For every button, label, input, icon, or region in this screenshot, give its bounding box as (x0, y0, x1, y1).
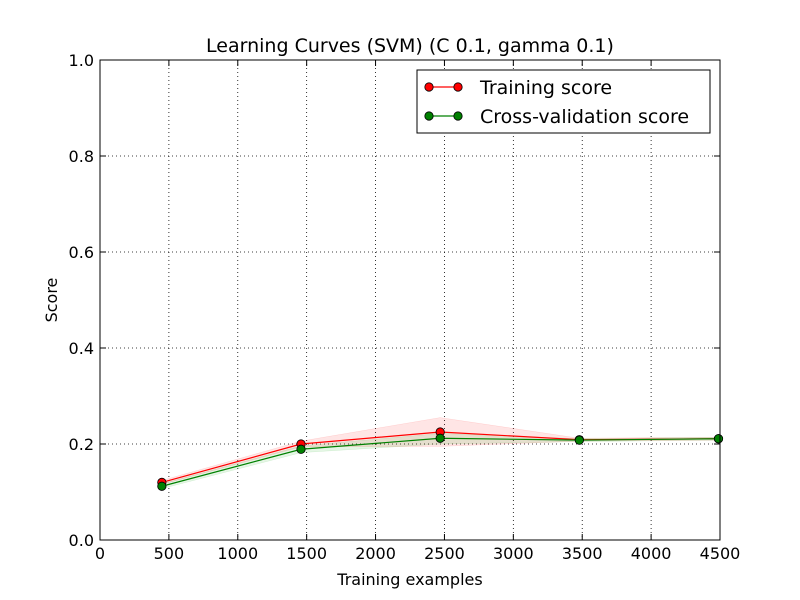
y-tick-label: 0.2 (69, 435, 94, 454)
point-series-1 (714, 435, 722, 443)
chart-title: Learning Curves (SVM) (C 0.1, gamma 0.1) (206, 35, 614, 57)
y-tick-label: 1.0 (69, 51, 94, 70)
legend-marker-1 (454, 112, 462, 120)
legend-label-0: Training score (479, 77, 612, 99)
legend: Training score Cross-validation score (417, 70, 710, 133)
y-tick-label: 0.8 (69, 147, 94, 166)
x-tick-label: 2500 (424, 544, 465, 563)
y-axis-label: Score (42, 278, 61, 323)
legend-marker-0 (454, 83, 462, 91)
x-axis-label: Training examples (336, 570, 482, 589)
x-tick-label: 2000 (355, 544, 396, 563)
legend-marker-1 (425, 112, 433, 120)
x-tick-label: 0 (95, 544, 105, 563)
point-series-1 (436, 434, 444, 442)
legend-label-1: Cross-validation score (480, 106, 689, 128)
y-tick-label: 0.0 (69, 531, 94, 550)
legend-marker-0 (425, 83, 433, 91)
y-tick-label: 0.6 (69, 243, 94, 262)
x-tick-label: 4500 (700, 544, 741, 563)
x-tick-label: 3000 (493, 544, 534, 563)
x-tick-label: 4000 (631, 544, 672, 563)
point-series-1 (158, 482, 166, 490)
x-tick-label: 3500 (562, 544, 603, 563)
point-series-1 (297, 445, 305, 453)
x-tick-label: 500 (154, 544, 185, 563)
y-tick-label: 0.4 (69, 339, 94, 358)
point-series-1 (575, 436, 583, 444)
x-tick-label: 1500 (286, 544, 327, 563)
x-tick-label: 1000 (217, 544, 258, 563)
